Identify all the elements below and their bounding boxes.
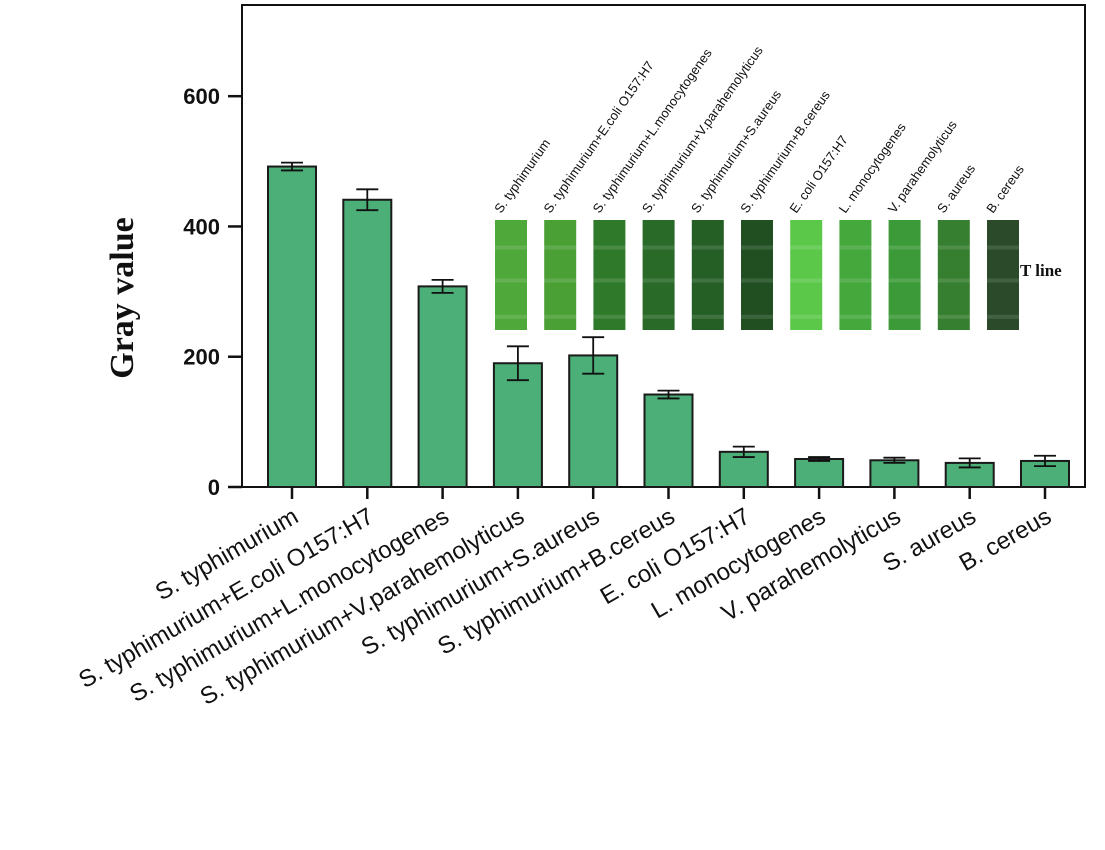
strip-band (937, 245, 970, 250)
strip-band (495, 314, 527, 319)
strip-band (691, 314, 724, 319)
strip-band (937, 314, 970, 319)
strip-band (790, 278, 823, 283)
strip-band (741, 278, 773, 283)
bar (492, 362, 543, 489)
strip-band (691, 245, 724, 250)
strip-label: S. aureus (934, 161, 978, 216)
strip-band (790, 245, 823, 250)
y-tick-label: 600 (183, 84, 220, 109)
strip-band (593, 245, 626, 250)
strip-band (987, 314, 1019, 319)
strip-band (888, 314, 921, 319)
strip-body (741, 220, 773, 330)
strip-band (987, 245, 1019, 250)
strip-body (691, 220, 724, 330)
strip-band (937, 278, 970, 283)
strip-band (642, 314, 675, 319)
strip-band (888, 278, 921, 283)
bar (568, 354, 619, 488)
x-tick-label: S. typhimurium+E.coli O157:H7 (74, 503, 378, 694)
strip-body (888, 220, 921, 330)
bar (417, 285, 468, 488)
t-line-label: T line (1020, 261, 1062, 280)
strip-band (593, 278, 626, 283)
strip-body (987, 220, 1019, 330)
test-strip (888, 220, 921, 330)
bar (267, 165, 317, 489)
strip-label: B. cereus (983, 162, 1027, 216)
strip-band (544, 245, 577, 250)
test-strip (937, 220, 970, 330)
strip-body (495, 220, 527, 330)
strip-band (839, 314, 872, 319)
strip-label: S. typhimurium+S.aureus (688, 87, 784, 216)
strip-band (839, 278, 872, 283)
test-strip (495, 220, 527, 330)
y-axis-label: Gray value (104, 217, 141, 378)
strip-band (741, 314, 773, 319)
strip-band (544, 314, 577, 319)
strip-body (937, 220, 970, 330)
test-strip (544, 220, 577, 330)
error-bars (281, 161, 1056, 469)
test-strip (839, 220, 872, 330)
test-strip (642, 220, 675, 330)
test-strip (790, 220, 823, 330)
test-strip (741, 220, 773, 330)
strip-body (790, 220, 823, 330)
strip-band (642, 245, 675, 250)
y-tick-label: 0 (208, 475, 220, 500)
strip-body (593, 220, 626, 330)
test-strip (691, 220, 724, 330)
strip-body (642, 220, 675, 330)
strip-band (544, 278, 577, 283)
bar (869, 459, 920, 488)
y-tick-label: 200 (183, 345, 220, 370)
strip-band (790, 314, 823, 319)
strip-band (839, 245, 872, 250)
test-strip (593, 220, 626, 330)
strip-band (642, 278, 675, 283)
strip-band (495, 278, 527, 283)
y-tick-label: 400 (183, 214, 220, 239)
strip-body (544, 220, 577, 330)
strip-band (741, 245, 773, 250)
strip-label: S. typhimurium+B.cereus (737, 87, 833, 215)
strip-band (888, 245, 921, 250)
strip-body (839, 220, 872, 330)
bar (794, 457, 845, 488)
strip-band (593, 314, 626, 319)
y-axis: 0 200 400 600 (183, 84, 242, 500)
strip-band (987, 278, 1019, 283)
strip-band (495, 245, 527, 250)
bar (342, 198, 393, 488)
bar (643, 393, 694, 489)
strip-band (691, 278, 724, 283)
test-strip (987, 220, 1019, 330)
